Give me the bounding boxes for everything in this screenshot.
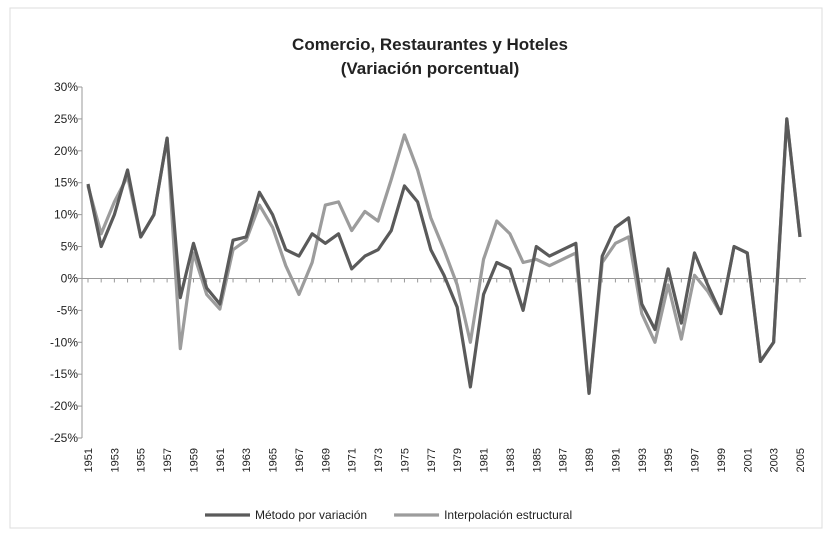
y-tick-label: 15% [54, 176, 78, 190]
y-tick-label: -5% [57, 303, 79, 317]
x-tick-label: 1975 [399, 448, 411, 472]
series-line [86, 117, 802, 395]
x-tick-label: 1995 [663, 448, 675, 472]
y-tick-label: -20% [50, 399, 78, 413]
x-tick-label: 1971 [347, 448, 359, 472]
x-tick-label: 1963 [241, 448, 253, 472]
x-tick-label: 2001 [742, 448, 754, 472]
x-tick-label: 1977 [426, 448, 438, 472]
x-tick-label: 2005 [795, 448, 807, 472]
legend-label: Método por variación [255, 508, 367, 522]
legend-label: Interpolación estructural [444, 508, 572, 522]
x-tick-label: 1953 [109, 448, 121, 472]
x-tick-label: 2003 [769, 448, 781, 472]
x-tick-label: 1969 [320, 448, 332, 472]
series-line [86, 117, 802, 395]
x-tick-label: 1967 [294, 448, 306, 472]
x-tick-label: 1983 [505, 448, 517, 472]
y-tick-label: 25% [54, 112, 78, 126]
x-tick-label: 1957 [162, 448, 174, 472]
x-tick-label: 1997 [690, 448, 702, 472]
y-tick-label: 20% [54, 144, 78, 158]
x-tick-label: 1979 [452, 448, 464, 472]
x-tick-label: 1973 [373, 448, 385, 472]
x-tick-label: 1981 [479, 448, 491, 472]
x-tick-label: 1965 [268, 448, 280, 472]
x-tick-label: 1991 [610, 448, 622, 472]
y-tick-label: 5% [61, 240, 79, 254]
y-tick-label: -15% [50, 367, 78, 381]
chart-title: Comercio, Restaurantes y Hoteles [292, 35, 568, 54]
x-tick-label: 1955 [136, 448, 148, 472]
x-tick-label: 1985 [531, 448, 543, 472]
y-tick-label: 30% [54, 80, 78, 94]
y-tick-label: -10% [50, 335, 78, 349]
x-tick-label: 1999 [716, 448, 728, 472]
x-tick-label: 1993 [637, 448, 649, 472]
y-tick-label: 0% [61, 271, 79, 285]
x-tick-label: 1987 [558, 448, 570, 472]
x-tick-label: 1961 [215, 448, 227, 472]
chart-subtitle: (Variación porcentual) [341, 59, 520, 78]
x-tick-label: 1989 [584, 448, 596, 472]
y-tick-label: 10% [54, 208, 78, 222]
x-tick-label: 1959 [188, 448, 200, 472]
chart-frame [9, 7, 823, 529]
x-tick-label: 1951 [83, 448, 95, 472]
y-tick-label: -25% [50, 431, 78, 445]
